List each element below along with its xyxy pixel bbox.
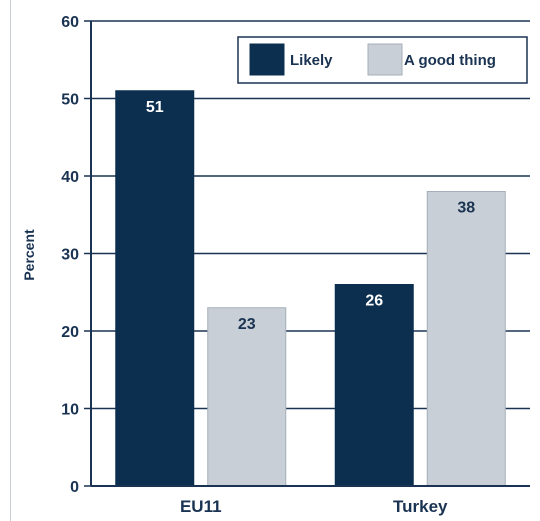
y-tick-label: 50 [61,92,79,109]
bar [334,284,414,487]
bar-value-label: 26 [365,293,383,310]
y-axis-label: Percent [21,229,37,281]
legend-swatch [367,43,403,76]
x-tick-label: Turkey [393,497,448,516]
y-tick-label: 0 [70,479,79,496]
x-tick-label: EU11 [180,497,222,516]
legend: Likely A good thing [237,36,528,84]
legend-label: Likely [290,52,333,69]
bar [426,191,506,487]
bar-value-label: 38 [457,200,475,217]
legend-swatch [249,43,285,76]
y-tick-label: 40 [61,169,79,186]
bar [207,307,287,487]
bar-value-label: 23 [238,316,256,333]
y-tick-label: 30 [61,247,79,264]
x-tick-labels: EU11 Turkey [180,497,448,516]
bar [115,90,195,487]
axes [90,21,530,487]
y-tick-label: 60 [61,14,79,31]
legend-label: A good thing [404,52,496,69]
y-tick-labels: 0 10 20 30 40 50 60 [61,14,79,496]
y-tick-label: 20 [61,324,79,341]
page-left-rule [10,0,11,521]
bar-value-label: 51 [146,99,164,116]
bars: 51 23 26 38 [115,90,506,487]
y-tick-label: 10 [61,402,79,419]
